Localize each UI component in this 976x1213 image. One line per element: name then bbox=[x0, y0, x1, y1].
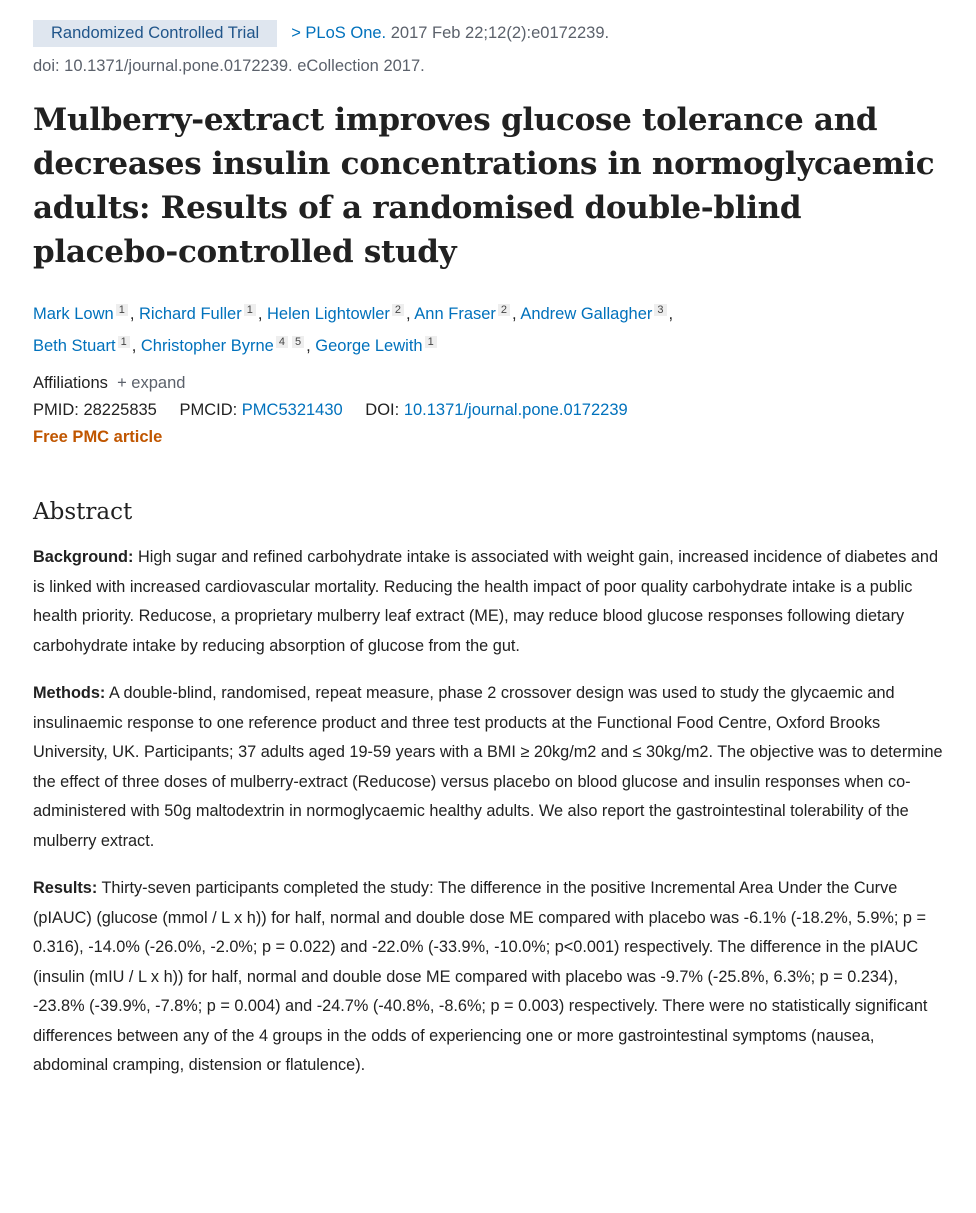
affiliation-number[interactable]: 2 bbox=[497, 304, 511, 316]
section-label: Background: bbox=[33, 548, 134, 566]
affiliation-number[interactable]: 4 bbox=[275, 336, 288, 348]
pmcid-link[interactable]: PMC5321430 bbox=[241, 401, 343, 419]
free-pmc-article-badge[interactable]: Free PMC article bbox=[33, 428, 163, 446]
author-link[interactable]: Beth Stuart bbox=[33, 337, 116, 355]
article: Randomized Controlled Trial > PLoS One. … bbox=[33, 20, 948, 1081]
author-link[interactable]: Richard Fuller bbox=[139, 305, 242, 323]
abstract-results: Results: Thirty-seven participants compl… bbox=[33, 874, 948, 1081]
identifiers: PMID: 28225835 PMCID: PMC5321430 DOI: 10… bbox=[33, 401, 948, 420]
author-list: Mark Lown 1, Richard Fuller 1, Helen Light… bbox=[33, 304, 674, 355]
journal-link[interactable]: > PLoS One. bbox=[291, 24, 386, 43]
abstract-background: Background: High sugar and refined carbo… bbox=[33, 543, 948, 661]
author-link[interactable]: George Lewith bbox=[315, 337, 423, 355]
affiliation-number[interactable]: 1 bbox=[117, 336, 130, 348]
affiliation-number[interactable]: 2 bbox=[391, 304, 405, 316]
doi-link[interactable]: 10.1371/journal.pone.0172239 bbox=[403, 401, 628, 419]
pmid-label: PMID: bbox=[33, 401, 79, 419]
abstract-body: Background: High sugar and refined carbo… bbox=[33, 543, 948, 1081]
citation-bar: Randomized Controlled Trial > PLoS One. … bbox=[33, 20, 948, 47]
affiliation-number[interactable]: 1 bbox=[243, 304, 256, 316]
section-label: Methods: bbox=[33, 684, 106, 702]
author-link[interactable]: Christopher Byrne bbox=[140, 337, 274, 355]
affiliation-number[interactable]: 1 bbox=[424, 336, 437, 348]
doi-line: doi: 10.1371/journal.pone.0172239. eColl… bbox=[33, 57, 425, 75]
author-link[interactable]: Andrew Gallagher bbox=[520, 305, 653, 323]
affiliation-number[interactable]: 5 bbox=[291, 336, 305, 348]
journal-name: PLoS One. bbox=[305, 24, 387, 42]
pmcid-label: PMCID: bbox=[179, 401, 238, 419]
affiliations-label: Affiliations bbox=[33, 374, 108, 392]
article-type-badge: Randomized Controlled Trial bbox=[33, 20, 278, 47]
affiliation-number[interactable]: 1 bbox=[115, 304, 128, 316]
author-link[interactable]: Mark Lown bbox=[33, 305, 114, 323]
chevron-right-icon: > bbox=[291, 24, 301, 42]
section-label: Results: bbox=[33, 879, 98, 897]
citation-text: 2017 Feb 22;12(2):e0172239. bbox=[390, 24, 610, 42]
author-link[interactable]: Helen Lightowler bbox=[267, 305, 390, 323]
pmid-value: 28225835 bbox=[83, 401, 157, 419]
author-link[interactable]: Ann Fraser bbox=[414, 305, 496, 323]
doi-label: DOI: bbox=[365, 401, 400, 419]
expand-affiliations-button[interactable]: + expand bbox=[117, 374, 186, 392]
section-text: A double-blind, randomised, repeat measu… bbox=[33, 684, 943, 850]
abstract-methods: Methods: A double-blind, randomised, rep… bbox=[33, 679, 948, 856]
section-text: Thirty-seven participants completed the … bbox=[33, 879, 928, 1074]
abstract-heading: Abstract bbox=[33, 499, 133, 525]
affiliation-number[interactable]: 3 bbox=[654, 304, 667, 316]
affiliations: Affiliations + expand bbox=[33, 374, 948, 393]
section-text: High sugar and refined carbohydrate inta… bbox=[33, 548, 939, 655]
article-title: Mulberry-extract improves glucose tolera… bbox=[33, 102, 935, 270]
